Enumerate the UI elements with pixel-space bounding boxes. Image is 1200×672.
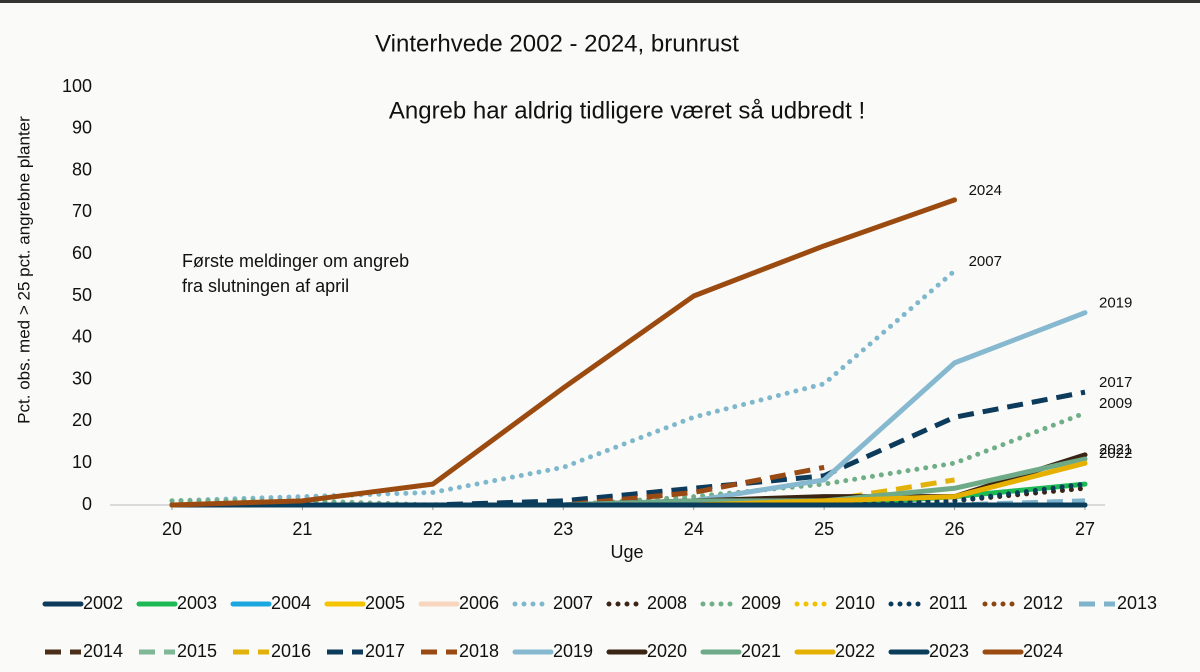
legend-label: 2006 — [459, 593, 499, 613]
chart-subtitle: Angreb har aldrig tidligere været så udb… — [389, 97, 865, 124]
end-label: 2021 — [1099, 441, 1132, 458]
x-tick-label: 27 — [1075, 519, 1095, 539]
legend-label: 2015 — [177, 641, 217, 661]
chart-title: Vinterhvede 2002 - 2024, brunrust — [375, 30, 739, 57]
end-label: 2017 — [1099, 374, 1132, 391]
legend-label: 2004 — [271, 593, 311, 613]
annotation: fra slutningen af april — [182, 276, 349, 296]
legend-label: 2016 — [271, 641, 311, 661]
y-tick-label: 60 — [72, 243, 92, 263]
legend-label: 2013 — [1117, 593, 1157, 613]
x-tick-label: 20 — [162, 519, 182, 539]
legend-label: 2007 — [553, 593, 593, 613]
annotation: Første meldinger om angreb — [182, 251, 409, 271]
x-axis-label: Uge — [610, 542, 643, 562]
y-tick-label: 20 — [72, 410, 92, 430]
y-tick-label: 0 — [82, 494, 92, 514]
legend-label: 2011 — [929, 593, 968, 613]
legend-label: 2003 — [177, 593, 217, 613]
x-tick-label: 24 — [684, 519, 704, 539]
series-line — [169, 268, 958, 504]
end-label: 2024 — [969, 182, 1002, 199]
legend-label: 2023 — [929, 641, 969, 661]
series-line — [169, 197, 958, 508]
legend-label: 2021 — [741, 641, 781, 661]
y-tick-label: 30 — [72, 368, 92, 388]
legend-label: 2020 — [647, 641, 687, 661]
legend-label: 2002 — [83, 593, 123, 613]
top-border — [0, 0, 1200, 3]
y-axis-label: Pct. obs. med > 25 pct. angrebne planter — [14, 116, 33, 424]
legend-label: 2022 — [835, 641, 875, 661]
legend-label: 2012 — [1023, 593, 1063, 613]
legend-label: 2014 — [83, 641, 123, 661]
y-tick-label: 50 — [72, 285, 92, 305]
legend-label: 2019 — [553, 641, 593, 661]
end-label: 2009 — [1099, 395, 1132, 412]
x-tick-label: 23 — [553, 519, 573, 539]
x-tick-label: 21 — [292, 519, 312, 539]
legend-label: 2018 — [459, 641, 499, 661]
legend-label: 2017 — [365, 641, 405, 661]
legend-label: 2010 — [835, 593, 875, 613]
end-label: 2007 — [969, 253, 1002, 270]
end-label: 2019 — [1099, 295, 1132, 312]
legend-label: 2005 — [365, 593, 405, 613]
legend-label: 2009 — [741, 593, 781, 613]
y-tick-label: 100 — [62, 76, 92, 96]
end-label: 2022 — [1099, 445, 1132, 462]
x-tick-label: 22 — [423, 519, 443, 539]
y-tick-label: 80 — [72, 159, 92, 179]
y-tick-label: 10 — [72, 452, 92, 472]
y-tick-label: 40 — [72, 327, 92, 347]
x-tick-label: 25 — [814, 519, 834, 539]
legend-label: 2024 — [1023, 641, 1063, 661]
y-tick-label: 70 — [72, 201, 92, 221]
legend-label: 2008 — [647, 593, 687, 613]
x-tick-label: 26 — [945, 519, 965, 539]
y-tick-label: 90 — [72, 118, 92, 138]
